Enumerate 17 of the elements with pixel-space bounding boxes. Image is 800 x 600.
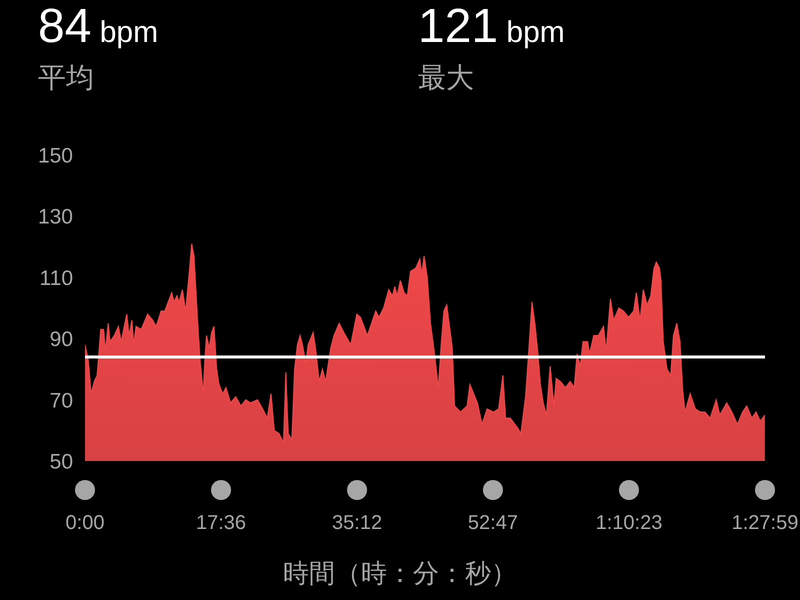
text: 最大 xyxy=(418,61,474,95)
text: 84 bpm xyxy=(38,0,158,53)
text: 平均 xyxy=(38,61,94,95)
x-tick-label: 35:12 xyxy=(332,512,382,534)
x-tick-label: 0:00 xyxy=(66,512,104,534)
y-tick-label: 90 xyxy=(50,328,73,352)
text: 121 bpm xyxy=(418,0,565,53)
x-tick-label: 17:36 xyxy=(196,512,246,534)
y-tick-label: 130 xyxy=(38,206,73,229)
x-tick-label: 52:47 xyxy=(468,512,518,534)
x-tick-label: 1:10:23 xyxy=(596,512,662,534)
y-tick-label: 110 xyxy=(40,266,73,290)
x-axis-title: 時間（時：分：秒） xyxy=(282,557,518,590)
x-tick-label: 1:27:59 xyxy=(732,512,798,534)
y-tick-label: 70 xyxy=(50,389,73,412)
y-tick-label: 50 xyxy=(50,450,73,474)
y-tick-label: 150 xyxy=(38,144,73,168)
